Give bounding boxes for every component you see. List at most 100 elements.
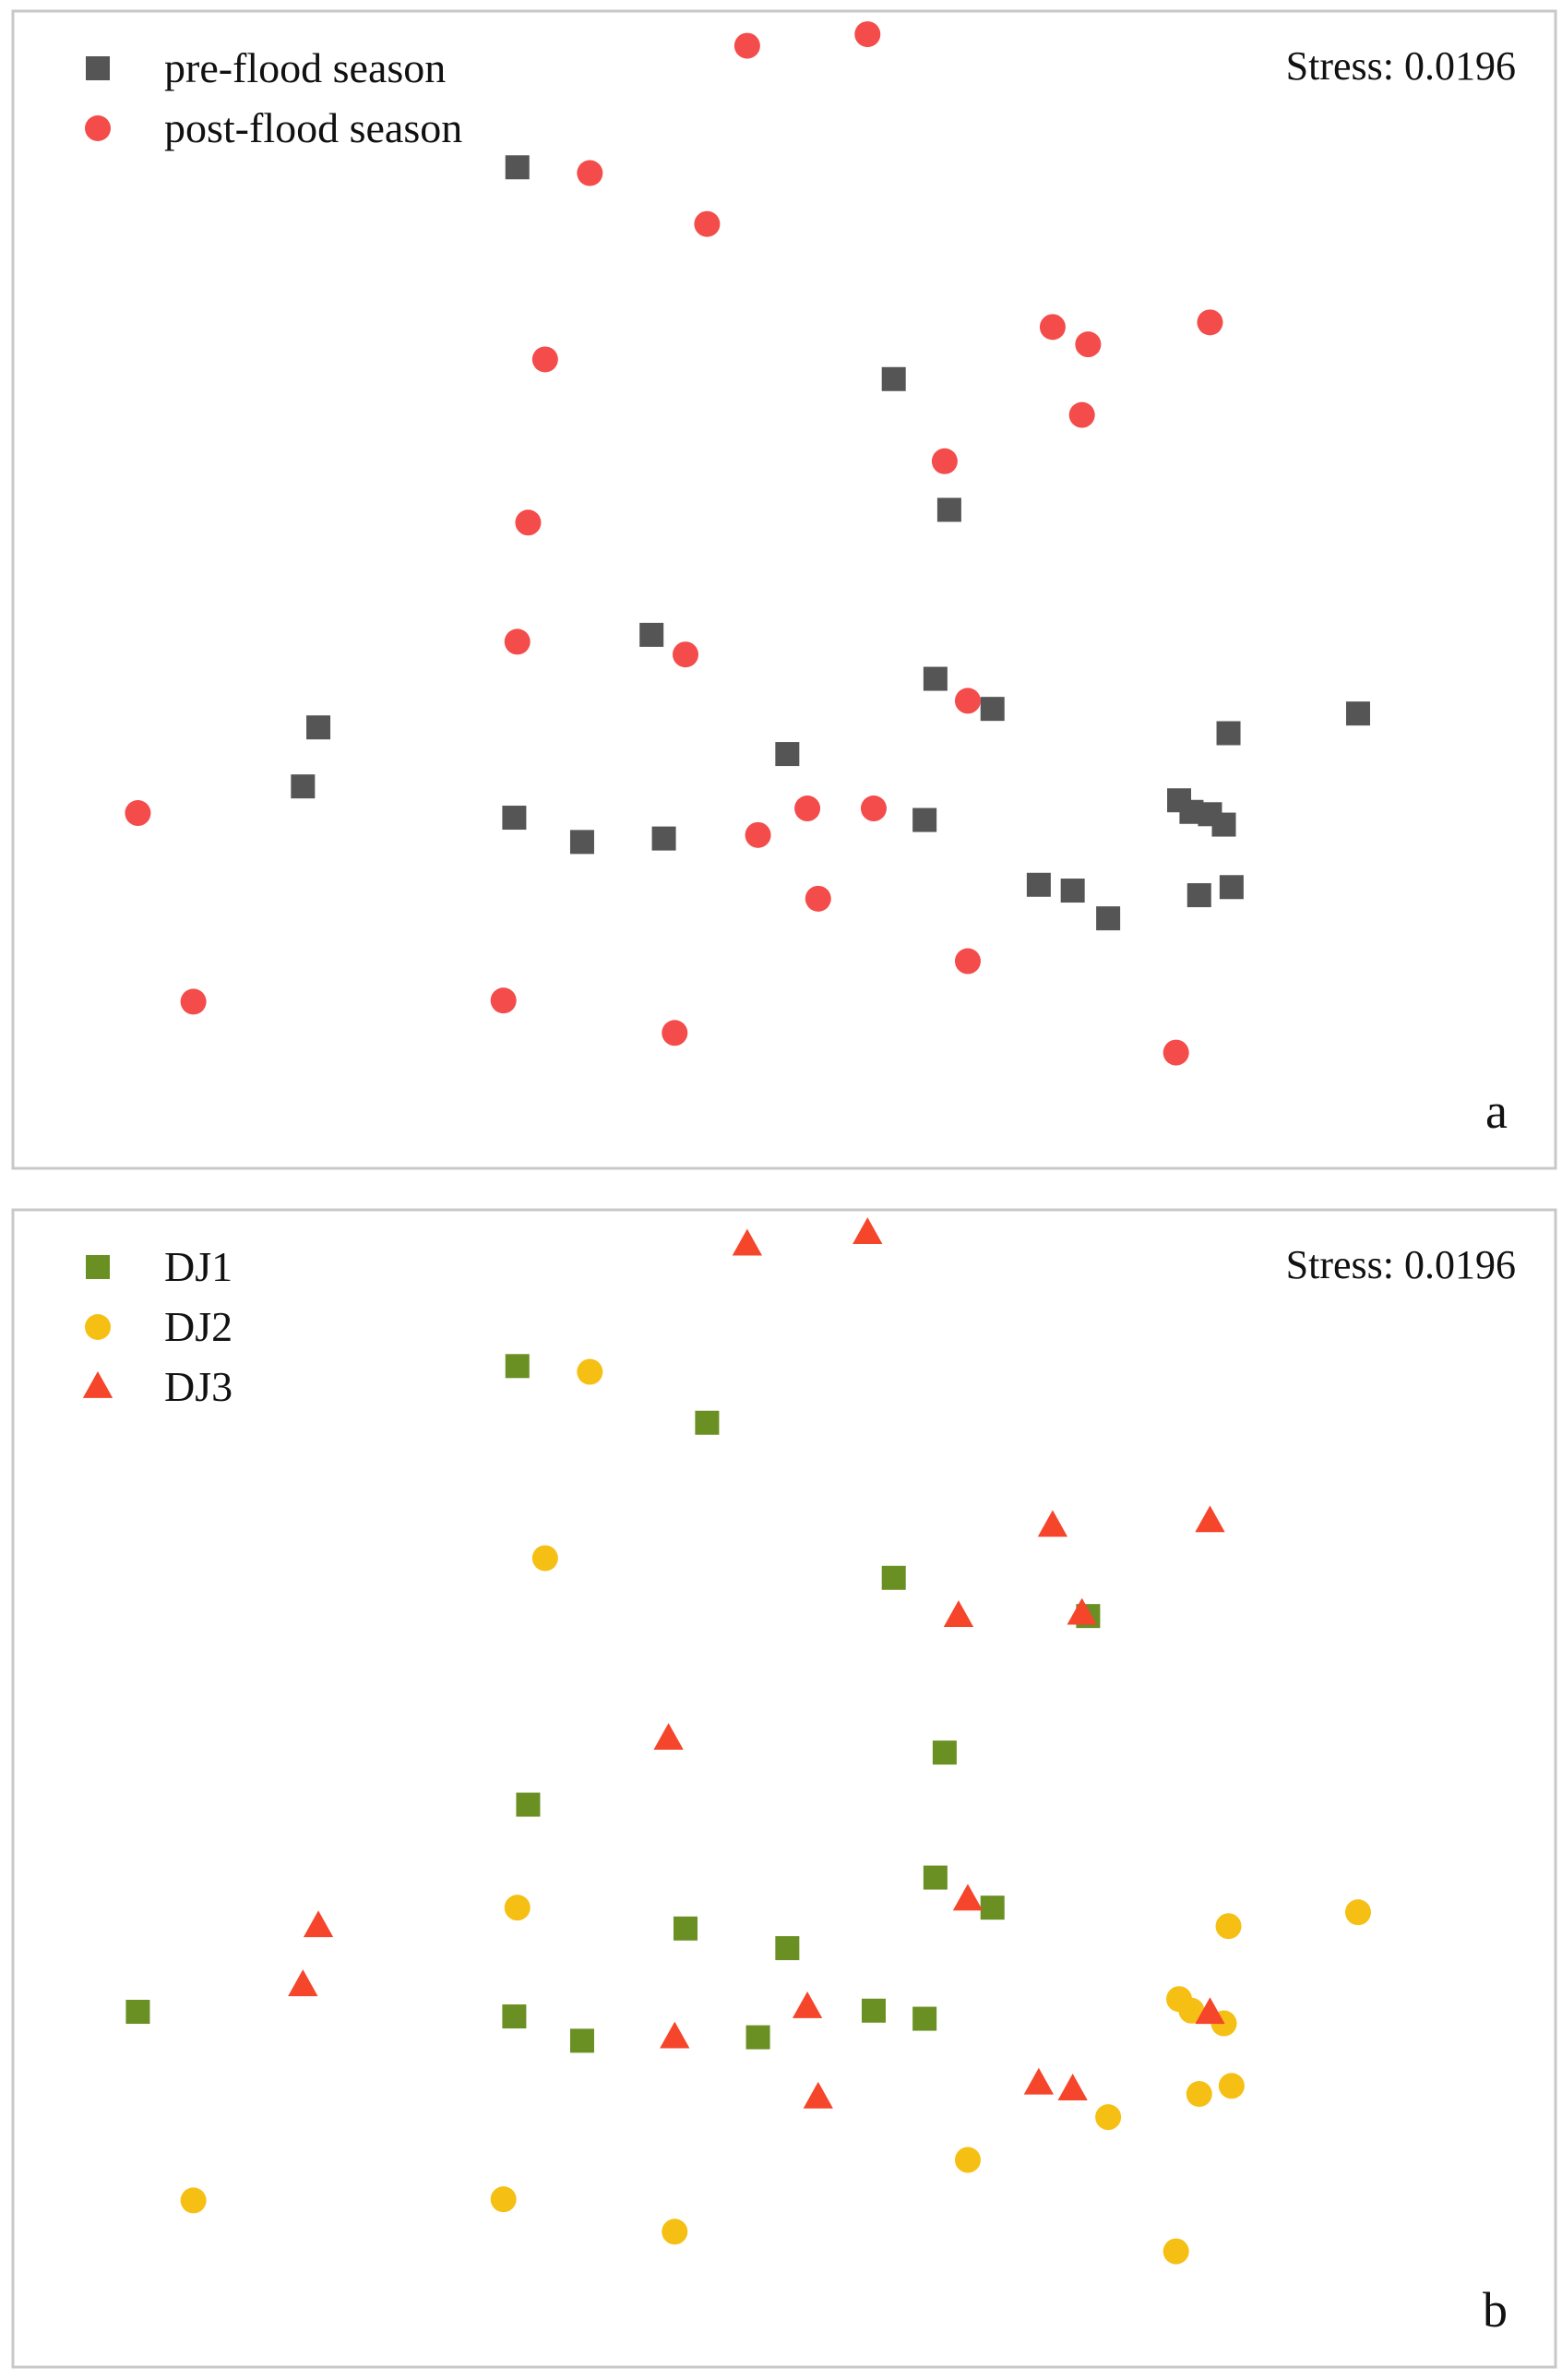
- data-point: [980, 697, 1005, 722]
- panel-b-points: [125, 1217, 1371, 2265]
- data-point: [1216, 721, 1241, 746]
- data-point: [794, 795, 821, 822]
- data-point: [531, 1545, 558, 1572]
- data-point: [569, 830, 594, 855]
- data-point: [1026, 872, 1051, 897]
- data-point: [775, 1936, 800, 1961]
- data-point: [1037, 1510, 1068, 1537]
- data-point: [1163, 1039, 1189, 1066]
- data-point: [695, 1410, 720, 1435]
- data-point: [505, 1354, 530, 1379]
- data-point: [180, 2187, 207, 2214]
- data-point: [861, 1998, 886, 2023]
- data-point: [1197, 309, 1223, 336]
- data-point: [1068, 401, 1095, 428]
- data-point: [1218, 2073, 1245, 2099]
- data-point: [504, 1895, 531, 1921]
- data-point: [1039, 314, 1066, 341]
- legend-marker-square: [86, 56, 110, 80]
- legend-label: DJ2: [164, 1303, 233, 1350]
- data-point: [792, 1991, 823, 2018]
- data-point: [943, 1600, 974, 1628]
- data-point: [1195, 1997, 1225, 2025]
- data-point: [732, 1228, 763, 1256]
- data-point: [954, 688, 981, 714]
- legend-label: post-flood season: [164, 104, 462, 151]
- legend-label: pre-flood season: [164, 44, 446, 91]
- data-point: [502, 806, 527, 831]
- data-point: [1057, 2074, 1088, 2100]
- data-point: [912, 807, 937, 832]
- data-point: [1075, 331, 1102, 358]
- legend-label: DJ1: [164, 1243, 233, 1290]
- data-point: [745, 2025, 770, 2050]
- panel-b: DJ1 DJ2 DJ3 Stress: 0.0196 b: [11, 1208, 1557, 2369]
- data-point: [745, 821, 771, 848]
- panel-a-label: a: [1485, 1083, 1508, 1139]
- data-point: [1215, 1913, 1242, 1940]
- data-point: [639, 622, 664, 647]
- data-point: [1219, 875, 1244, 900]
- data-point: [1178, 1997, 1205, 2024]
- data-point: [651, 826, 676, 851]
- data-point: [931, 448, 958, 474]
- data-point: [303, 1910, 334, 1938]
- data-point: [577, 160, 603, 186]
- legend-label: DJ3: [164, 1363, 233, 1410]
- data-point: [1186, 2081, 1212, 2108]
- data-point: [923, 1865, 948, 1890]
- data-point: [653, 1723, 684, 1750]
- data-point: [531, 346, 558, 373]
- data-point: [291, 774, 316, 799]
- data-point: [952, 1884, 984, 1911]
- data-point: [288, 1969, 318, 1997]
- data-point: [502, 2004, 527, 2029]
- legend-marker-square: [86, 1255, 110, 1279]
- legend-marker-circle: [85, 115, 111, 141]
- panel-a-stress-annotation: Stress: 0.0196: [1286, 43, 1516, 89]
- data-point: [672, 641, 698, 668]
- data-point: [853, 1217, 883, 1244]
- data-point: [1023, 2067, 1055, 2095]
- data-point: [881, 1565, 906, 1590]
- data-point: [1060, 879, 1085, 903]
- data-point: [881, 366, 906, 391]
- panel-a: pre-flood season post-flood season Stress…: [11, 9, 1557, 1170]
- data-point: [1195, 1505, 1225, 1533]
- data-point: [490, 987, 517, 1014]
- data-point: [936, 497, 961, 522]
- data-point: [1211, 812, 1236, 837]
- panel-b-stress-annotation: Stress: 0.0196: [1286, 1242, 1516, 1287]
- data-point: [923, 666, 948, 691]
- data-point: [662, 1020, 688, 1046]
- panel-a-points: [125, 21, 1370, 1066]
- data-point: [932, 1740, 957, 1765]
- panel-b-legend: DJ1 DJ2 DJ3: [82, 1243, 233, 1410]
- data-point: [912, 2006, 937, 2031]
- data-point: [569, 2028, 594, 2053]
- data-point: [860, 795, 887, 822]
- data-point: [1345, 701, 1370, 726]
- data-point: [980, 1896, 1005, 1920]
- panel-a-frame: [11, 9, 1557, 1170]
- data-point: [1067, 1597, 1097, 1625]
- data-point: [954, 948, 981, 975]
- legend-marker-circle: [85, 1314, 111, 1340]
- data-point: [1095, 2104, 1122, 2131]
- data-point: [490, 2186, 517, 2213]
- data-point: [125, 2000, 150, 2025]
- legend-marker-triangle: [82, 1371, 113, 1398]
- data-point: [504, 628, 531, 655]
- data-point: [577, 1358, 603, 1385]
- panel-b-label: b: [1483, 2282, 1508, 2338]
- data-point: [306, 715, 331, 740]
- data-point: [516, 1792, 541, 1817]
- data-point: [854, 21, 881, 48]
- data-point: [660, 2021, 690, 2049]
- data-point: [805, 885, 831, 912]
- data-point: [515, 509, 542, 536]
- data-point: [505, 155, 530, 180]
- data-point: [954, 2147, 981, 2173]
- panel-a-legend: pre-flood season post-flood season: [85, 44, 462, 151]
